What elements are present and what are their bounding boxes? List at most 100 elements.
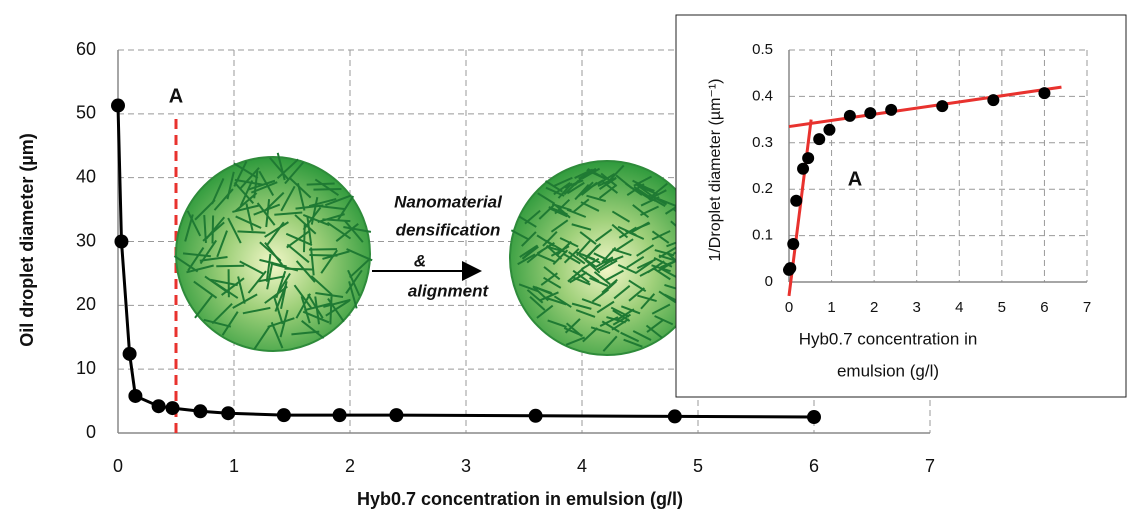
stick [274,211,303,216]
stick [227,217,242,244]
x-tick-label: 7 [1083,299,1091,316]
stick [612,309,631,322]
stick [601,278,618,294]
stick [239,180,254,207]
stick [567,267,584,283]
stick [659,267,678,279]
stick [306,215,313,244]
stick [337,195,355,221]
stick [301,320,325,339]
y-tick-label: 60 [76,39,96,59]
stick [276,152,286,181]
stick [651,230,671,241]
stick [345,269,363,294]
data-point [843,109,856,122]
stick [280,185,296,212]
stick [242,306,271,315]
stick [295,293,311,319]
stick [565,336,586,346]
stick [349,257,371,279]
stick [620,305,641,315]
stick [284,267,313,271]
stick [568,251,586,265]
stick [594,228,613,242]
stick [296,183,306,211]
stick [609,164,625,181]
stick [518,283,539,293]
stick [257,275,286,283]
data-point [221,406,236,421]
x-tick-label: 6 [1040,299,1048,316]
stick [304,302,332,312]
stick [310,247,315,276]
stick [657,197,678,208]
stick [239,260,265,276]
nanomaterial-sticks [173,152,704,352]
stick [308,197,337,208]
stick [639,265,659,277]
stick [645,324,663,339]
stick [323,298,351,308]
stick [543,276,562,289]
stick [295,260,316,283]
x-tick-label: 4 [577,456,587,476]
x-tick-label: 2 [345,456,355,476]
data-point [151,399,166,414]
stick [590,326,611,335]
stick [186,210,202,237]
stick [569,271,588,284]
stick [582,327,599,343]
data-point [528,408,543,423]
stick [237,230,266,234]
stick [626,255,645,269]
stick [205,216,226,240]
stick [276,158,299,179]
stick [286,243,310,264]
x-tick-label: 7 [925,456,935,476]
stick [617,225,637,237]
stick [216,230,228,258]
y-tick-label: 40 [76,166,96,186]
stick [286,230,310,249]
stick [216,264,245,268]
stick [253,325,271,350]
stick [264,221,289,238]
stick [247,270,267,294]
stick [211,302,233,325]
stick [596,300,615,314]
stick [576,239,591,257]
y-tick-label: 0.1 [752,227,773,244]
stick [632,330,652,341]
stick [572,198,590,213]
stick [302,214,330,227]
stick [647,195,666,208]
stick [213,188,234,211]
x-tick-label: 5 [693,456,703,476]
stick [344,220,364,243]
stick [610,306,630,318]
stick [571,223,592,231]
stick [571,276,591,286]
stick [601,320,620,333]
stick [557,182,573,199]
stick [248,179,276,191]
stick [315,292,344,298]
stick [536,304,554,319]
data-point [802,152,815,165]
stick [245,203,254,232]
stick [210,278,238,287]
stick [599,316,619,327]
stick [566,208,587,218]
stick [553,176,573,187]
data-point [787,237,800,250]
stick [194,199,216,221]
stick [640,293,656,310]
stick [615,238,634,251]
stick [623,338,643,348]
stick [578,254,597,268]
data-point [864,107,877,120]
stick [539,291,559,302]
stick [654,249,675,257]
stick [581,269,600,283]
stick [651,182,668,198]
